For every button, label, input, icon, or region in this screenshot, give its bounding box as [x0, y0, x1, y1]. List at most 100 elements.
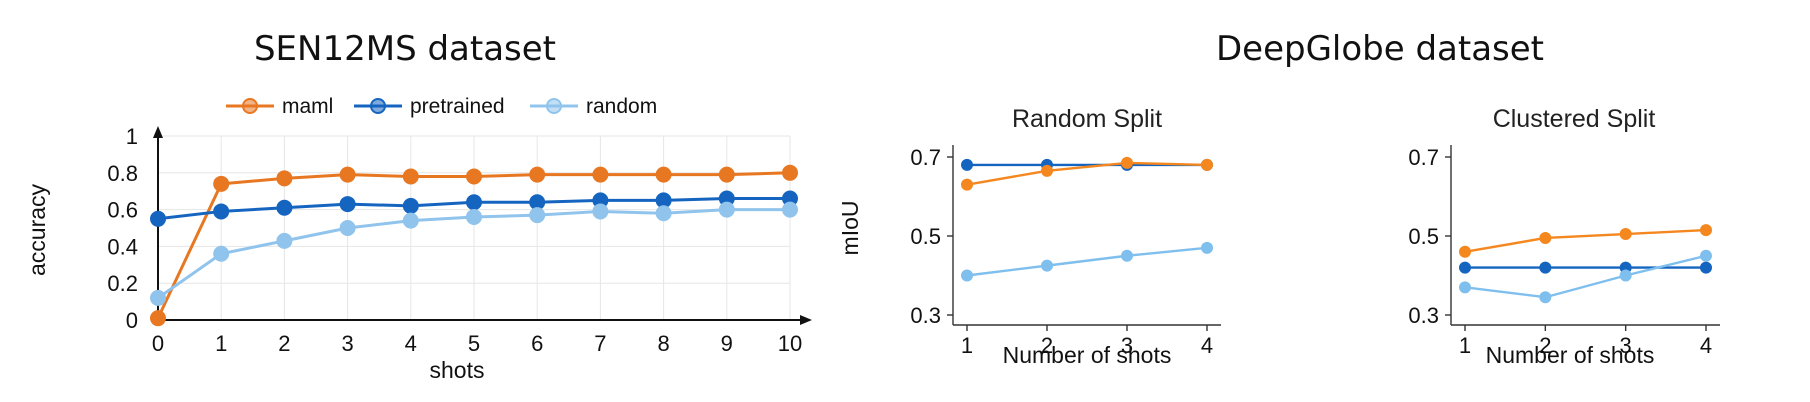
data-point — [402, 168, 419, 185]
axes — [1445, 145, 1720, 331]
x-tick-label: 1 — [215, 331, 227, 356]
series-line — [966, 246, 1208, 277]
data-point — [150, 289, 166, 306]
data-point — [1201, 241, 1213, 254]
data-point — [1041, 164, 1053, 177]
data-point — [1700, 224, 1712, 237]
data-point — [339, 166, 356, 183]
tick-labels: 1 2 3 4 0.3 0.5 0.7 — [1408, 145, 1712, 358]
legend-label: random — [586, 95, 657, 118]
data-point — [402, 212, 419, 229]
series-line — [966, 161, 1208, 186]
data-point — [466, 208, 482, 225]
series-line-3 — [1459, 249, 1712, 304]
y-tick-label: 0.2 — [107, 271, 138, 296]
series-pretrained — [150, 190, 798, 227]
x-tick-label: 2 — [1539, 333, 1551, 358]
chart-clustered-split: Clustered Split 1 2 3 4 0.3 0.5 0.7 Number of … — [1408, 105, 1720, 368]
chart-title: Random Split — [1012, 105, 1162, 133]
series-group — [961, 156, 1213, 282]
x-tick-label: 4 — [405, 331, 417, 356]
x-tick-label: 1 — [1459, 333, 1471, 358]
data-point — [961, 158, 973, 171]
data-point — [592, 203, 609, 220]
x-axis-label: Number of shots — [1003, 342, 1172, 368]
data-point — [150, 310, 166, 327]
data-point — [1539, 261, 1552, 274]
data-point — [1121, 249, 1133, 262]
y-tick-label: 0.5 — [910, 224, 941, 249]
data-point — [1459, 261, 1471, 274]
legend-label: pretrained — [410, 95, 505, 118]
x-tick-label: 7 — [594, 331, 606, 356]
legend-marker — [546, 98, 562, 114]
chart-random-split: Random Split 1 2 3 4 0.3 0.5 0.7 mIoU Number o… — [837, 105, 1221, 368]
series-group — [150, 164, 798, 327]
data-point — [213, 245, 230, 262]
grid — [158, 135, 791, 320]
y-tick-label: 0 — [126, 308, 138, 333]
x-tick-label: 0 — [152, 331, 164, 356]
data-point — [961, 269, 973, 282]
x-tick-label: 9 — [721, 331, 733, 356]
data-point — [782, 164, 798, 181]
y-tick-label: 1 — [126, 124, 138, 149]
data-point — [1041, 259, 1053, 272]
data-point — [1459, 245, 1471, 258]
data-point — [276, 199, 293, 216]
data-point — [339, 220, 356, 236]
data-point — [529, 207, 546, 224]
x-tick-label: 10 — [778, 331, 802, 356]
tick-labels: 1 2 3 4 0.3 0.5 0.7 — [910, 145, 1213, 358]
data-point — [402, 197, 419, 214]
y-axis-label: mIoU — [837, 201, 863, 256]
x-axis-arrow — [800, 315, 812, 325]
y-axis-arrow — [153, 126, 163, 138]
data-point — [466, 194, 482, 211]
y-tick-label: 0.6 — [107, 198, 138, 223]
series-line-1 — [1459, 224, 1712, 258]
data-point — [1700, 249, 1712, 262]
x-tick-label: 5 — [468, 331, 480, 356]
y-tick-label: 0.5 — [1408, 224, 1439, 249]
data-point — [466, 168, 482, 185]
series-line-2 — [961, 156, 1213, 191]
data-point — [1459, 281, 1471, 294]
data-point — [529, 166, 546, 183]
x-tick-label: 4 — [1700, 333, 1712, 358]
data-point — [718, 201, 735, 218]
x-tick-label: 3 — [341, 331, 353, 356]
x-tick-label: 3 — [1121, 333, 1133, 358]
data-point — [961, 178, 973, 191]
data-point — [150, 210, 166, 227]
axes — [153, 126, 812, 325]
x-tick-label: 2 — [1041, 333, 1053, 358]
legend-label: maml — [282, 95, 333, 118]
chart-title: SEN12MS dataset — [254, 29, 556, 69]
y-tick-label: 0.7 — [910, 145, 941, 170]
data-point — [1121, 156, 1133, 169]
data-point — [213, 175, 230, 192]
x-tick-label: 3 — [1620, 333, 1632, 358]
y-tick-label: 0.3 — [1408, 303, 1439, 328]
x-tick-label: 4 — [1201, 333, 1213, 358]
data-point — [213, 203, 230, 220]
data-point — [655, 205, 672, 222]
series-maml — [150, 164, 798, 327]
x-axis-label: shots — [430, 357, 485, 383]
x-tick-label: 1 — [961, 333, 973, 358]
y-tick-label: 0.3 — [910, 303, 941, 328]
y-axis-label: accuracy — [24, 183, 50, 276]
y-tick-label: 0.8 — [107, 161, 138, 186]
data-point — [1700, 261, 1712, 274]
axes — [947, 145, 1221, 331]
data-point — [276, 170, 293, 187]
legend-marker — [242, 98, 258, 114]
data-point — [592, 166, 609, 183]
series-random — [150, 201, 798, 306]
x-tick-label: 6 — [531, 331, 543, 356]
series-line — [1464, 228, 1707, 253]
data-point — [1539, 231, 1552, 244]
y-tick-label: 0.4 — [107, 234, 138, 259]
